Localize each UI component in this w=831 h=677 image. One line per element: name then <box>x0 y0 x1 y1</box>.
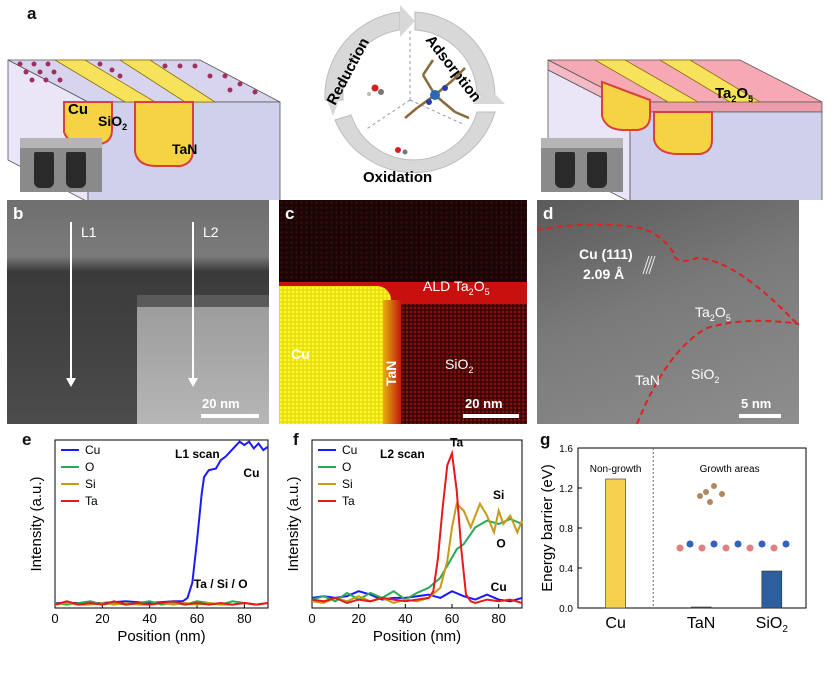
label-cu111: Cu (111) <box>579 246 633 262</box>
y-tick-label: 1.6 <box>559 444 573 455</box>
label-tan-eds: TaN <box>383 360 399 386</box>
label-ald-ta2o5: ALD Ta2O5 <box>423 278 490 297</box>
ald-cycle-diagram: Reduction Adsorption Oxidation <box>324 5 505 186</box>
bar-sio2 <box>761 570 783 609</box>
label-cu-eds: Cu <box>291 346 310 362</box>
x-tick-label: 40 <box>142 611 156 626</box>
legend-label-o: O <box>342 460 351 474</box>
legend-label-si: Si <box>342 477 353 491</box>
annotation-label: O <box>496 537 505 551</box>
label-tan-hrtem: TaN <box>635 372 660 388</box>
y-axis-label: Intensity (a.u.) <box>285 476 302 571</box>
series-line-cu <box>311 590 523 603</box>
x-tick-label: 60 <box>190 611 204 626</box>
scale-bar-c <box>463 414 519 418</box>
scale-label-c: 20 nm <box>465 396 503 411</box>
x-category-label: SiO2 <box>756 615 789 635</box>
annotation-label: Si <box>493 488 504 502</box>
x-axis-label: Position (nm) <box>373 628 461 645</box>
legend-label-cu: Cu <box>342 443 357 457</box>
annotation-label: Cu <box>491 580 507 594</box>
label-sio2-hrtem: SiO2 <box>691 366 720 385</box>
y-tick-label: 0.0 <box>559 604 573 615</box>
x-tick-label: 60 <box>445 611 459 626</box>
series-line-cu <box>55 440 269 605</box>
sem-inset-right <box>541 138 623 192</box>
panel-letter-b: b <box>13 204 24 223</box>
panel-letter-f: f <box>293 430 299 449</box>
y-tick-label: 0.8 <box>559 524 573 535</box>
tem-image-b: L1 L2 20 nm <box>7 200 269 424</box>
scale-bar-b <box>201 414 259 418</box>
panel-letter-g: g <box>540 430 551 449</box>
eds-map-c: ALD Ta2O5 Cu TaN SiO2 20 nm <box>279 200 527 424</box>
series-line-ta <box>54 600 269 606</box>
y-axis-label: Intensity (a.u.) <box>28 476 45 571</box>
annotation-label: Cu <box>243 466 259 480</box>
x-tick-label: 20 <box>351 611 365 626</box>
legend-label-o: O <box>85 460 94 474</box>
panel-letter-a: a <box>27 4 37 23</box>
x-axis-label: Position (nm) <box>117 628 205 645</box>
chart-title: L2 scan <box>380 447 425 461</box>
x-tick-label: 80 <box>491 611 505 626</box>
label-spacing: 2.09 Å <box>583 266 625 282</box>
scan-label-l1: L1 <box>81 224 97 240</box>
x-tick-label: 20 <box>95 611 109 626</box>
bar-tan <box>690 606 712 609</box>
label-ta2o5-hrtem: Ta2O5 <box>695 304 731 323</box>
y-tick-label: 1.2 <box>559 484 573 495</box>
chart-title: L1 scan <box>175 447 220 461</box>
scale-label-d: 5 nm <box>741 396 772 411</box>
panel-letter-e: e <box>22 430 32 449</box>
sem-inset-left <box>20 138 102 192</box>
x-tick-label: 40 <box>398 611 412 626</box>
series-line-si <box>311 501 523 605</box>
bar-cu <box>605 478 626 609</box>
y-tick-label: 0.4 <box>559 564 573 575</box>
scan-label-l2: L2 <box>203 224 219 240</box>
region-label-nongrowth: Non-growth <box>590 464 642 475</box>
annotation-label: Ta <box>450 436 463 450</box>
label-cu-schematic: Cu <box>68 101 88 118</box>
label-ta2o5-schematic: Ta2O5 <box>715 85 753 104</box>
x-category-label: TaN <box>687 615 715 632</box>
legend-label-si: Si <box>85 477 96 491</box>
legend-label-ta: Ta <box>342 494 355 508</box>
x-tick-label: 80 <box>237 611 251 626</box>
scale-label-b: 20 nm <box>202 396 240 411</box>
label-sio2-schematic: SiO2 <box>98 113 127 132</box>
cycle-label-oxidation: Oxidation <box>363 169 432 186</box>
y-axis-label: Energy barrier (eV) <box>539 464 556 592</box>
label-sio2-eds: SiO2 <box>445 356 474 375</box>
panel-letter-d: d <box>543 204 554 223</box>
hrtem-image-d: Cu (111) 2.09 Å Ta2O5 TaN SiO2 5 nm <box>537 200 799 424</box>
series-line-o <box>54 600 269 606</box>
region-label-growth: Growth areas <box>700 464 760 475</box>
x-category-label: Cu <box>605 615 625 632</box>
panel-letter-c: c <box>285 204 295 223</box>
series-line-o <box>311 517 523 603</box>
series-line-ta <box>311 449 523 605</box>
scale-bar-d <box>739 414 781 418</box>
label-tan-schematic: TaN <box>172 141 197 157</box>
x-tick-label: 0 <box>308 611 315 626</box>
annotation-label: Ta / Si / O <box>194 577 248 591</box>
legend-label-ta: Ta <box>85 494 98 508</box>
x-tick-label: 0 <box>51 611 58 626</box>
adsorption-structure-illustration <box>676 483 790 552</box>
chart-f: 0 20 40 60 80 Position (nm) Intensity (a.u.) Cu… <box>285 436 523 645</box>
plot-frame <box>54 439 269 609</box>
chart-e: 0 20 40 60 80 Position (nm) Intensity (a.u.) Cu… <box>28 439 269 645</box>
legend-label-cu: Cu <box>85 443 100 457</box>
